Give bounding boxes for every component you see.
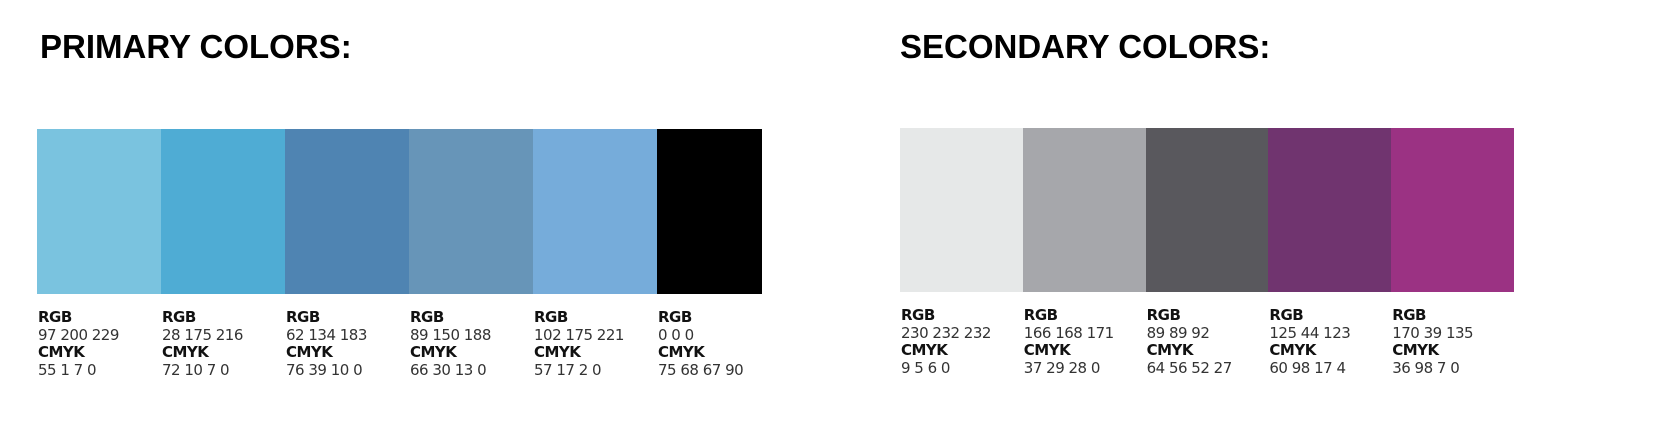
rgb-label: RGB — [901, 306, 935, 324]
primary-swatch — [37, 129, 161, 294]
cmyk-label: CMYK — [38, 343, 85, 361]
primary-swatch — [657, 129, 762, 294]
cmyk: 72 10 7 0 — [162, 360, 230, 379]
cmyk-label: CMYK — [1269, 341, 1316, 359]
secondary-color-spec: RGB 89 89 92 CMYK 64 56 52 27 — [1146, 306, 1233, 377]
rgb-label: RGB — [1269, 306, 1304, 324]
secondary-swatch — [1022, 128, 1146, 292]
primary-swatch — [533, 129, 657, 294]
rgb: 125 44 123 — [1269, 323, 1351, 342]
cmyk-label: CMYK — [410, 343, 457, 361]
cmyk-label: CMYK — [1146, 341, 1194, 359]
secondary-swatch — [1145, 128, 1269, 292]
rgb-label: RGB — [1146, 306, 1181, 324]
rgb: 0 0 0 — [658, 325, 694, 344]
primary-color-spec: RGB 62 134 183 CMYK 76 39 10 0 — [286, 308, 367, 379]
cmyk-label: CMYK — [901, 341, 948, 359]
primary-swatch — [409, 129, 533, 294]
primary-color-spec: RGB 28 175 216 CMYK 72 10 7 0 — [162, 308, 243, 379]
rgb: 89 150 188 — [410, 325, 491, 344]
secondary-color-spec: RGB 166 168 171 CMYK 37 29 28 0 — [1023, 306, 1114, 377]
primary-color-spec: RGB 0 0 0 CMYK 75 68 67 90 — [658, 308, 744, 379]
rgb: 102 175 221 — [534, 325, 624, 344]
cmyk-label: CMYK — [162, 343, 209, 361]
cmyk-label: CMYK — [1023, 341, 1071, 359]
rgb-label: RGB — [1392, 306, 1426, 324]
primary-color-spec: RGB 89 150 188 CMYK 66 30 13 0 — [410, 308, 491, 379]
cmyk: 66 30 13 0 — [410, 360, 487, 379]
secondary-color-spec: RGB 170 39 135 CMYK 36 98 7 0 — [1392, 306, 1474, 377]
primary-swatch — [161, 129, 285, 294]
primary-colors-title: PRIMARY COLORS: — [40, 28, 352, 65]
cmyk: 37 29 28 0 — [1023, 358, 1101, 377]
cmyk: 36 98 7 0 — [1392, 358, 1460, 377]
cmyk: 57 17 2 0 — [534, 360, 602, 379]
rgb-label: RGB — [38, 308, 72, 326]
rgb: 62 134 183 — [286, 325, 367, 344]
cmyk-label: CMYK — [286, 343, 333, 361]
primary-color-spec: RGB 102 175 221 CMYK 57 17 2 0 — [534, 308, 624, 379]
cmyk-label: CMYK — [1392, 341, 1439, 359]
rgb-label: RGB — [534, 308, 568, 326]
secondary-swatch — [900, 128, 1023, 292]
rgb: 166 168 171 — [1023, 323, 1114, 342]
secondary-color-spec: RGB 230 232 232 CMYK 9 5 6 0 — [901, 306, 991, 377]
rgb-label: RGB — [410, 308, 444, 326]
secondary-colors-title: SECONDARY COLORS: — [900, 28, 1271, 65]
rgb: 89 89 92 — [1146, 323, 1210, 342]
primary-swatch — [285, 129, 409, 294]
cmyk-label: CMYK — [534, 343, 581, 361]
cmyk: 64 56 52 27 — [1146, 358, 1233, 377]
cmyk: 75 68 67 90 — [658, 360, 744, 379]
cmyk-label: CMYK — [658, 343, 705, 361]
primary-color-spec: RGB 97 200 229 CMYK 55 1 7 0 — [38, 308, 119, 379]
secondary-swatch — [1268, 128, 1392, 292]
rgb-label: RGB — [1023, 306, 1058, 324]
rgb-label: RGB — [286, 308, 320, 326]
rgb: 170 39 135 — [1392, 323, 1474, 342]
secondary-swatch — [1391, 128, 1514, 292]
rgb-label: RGB — [658, 308, 692, 326]
cmyk: 9 5 6 0 — [901, 358, 950, 377]
secondary-color-spec: RGB 125 44 123 CMYK 60 98 17 4 — [1269, 306, 1351, 377]
cmyk: 60 98 17 4 — [1269, 358, 1346, 377]
cmyk: 55 1 7 0 — [38, 360, 97, 379]
rgb: 97 200 229 — [38, 325, 119, 344]
cmyk: 76 39 10 0 — [286, 360, 363, 379]
rgb-label: RGB — [162, 308, 196, 326]
rgb: 28 175 216 — [162, 325, 243, 344]
rgb: 230 232 232 — [901, 323, 991, 342]
